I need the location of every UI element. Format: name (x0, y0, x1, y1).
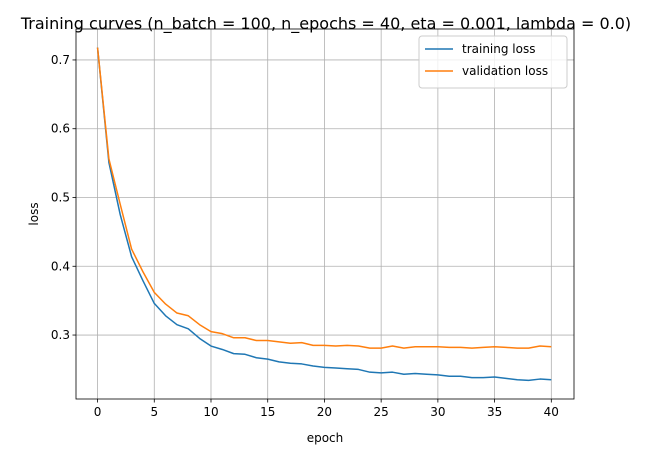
x-tick-label: 35 (487, 405, 502, 419)
legend-label-training-loss: training loss (462, 42, 535, 56)
y-tick-label: 0.3 (51, 328, 70, 342)
y-axis-title: loss (27, 202, 41, 225)
legend: training loss validation loss (418, 35, 568, 89)
plot-area-frame (75, 28, 575, 400)
x-tick-label: 40 (544, 405, 559, 419)
x-tick-label: 20 (317, 405, 332, 419)
axis-ticks: 0 5 10 15 20 25 30 35 40 0.3 0.4 0.5 0.6 0.7 (51, 53, 559, 419)
legend-label-validation-loss: validation loss (462, 64, 548, 78)
x-tick-label: 15 (260, 405, 275, 419)
legend-box (418, 35, 568, 89)
chart-title: Training curves (n_batch = 100, n_epochs… (20, 14, 631, 34)
y-tick-label: 0.5 (51, 190, 70, 204)
grid-lines (76, 29, 574, 399)
y-tick-label: 0.4 (51, 259, 70, 273)
series-lines (96, 47, 552, 382)
x-tick-label: 0 (94, 405, 102, 419)
series-line-training-loss (96, 47, 552, 382)
y-tick-label: 0.7 (51, 53, 70, 67)
x-tick-label: 30 (430, 405, 445, 419)
y-tick-label: 0.6 (51, 122, 70, 136)
x-tick-label: 10 (203, 405, 218, 419)
x-tick-label: 25 (374, 405, 389, 419)
series-line-validation-loss (96, 47, 552, 349)
x-axis-title: epoch (307, 431, 344, 445)
x-tick-label: 5 (150, 405, 158, 419)
